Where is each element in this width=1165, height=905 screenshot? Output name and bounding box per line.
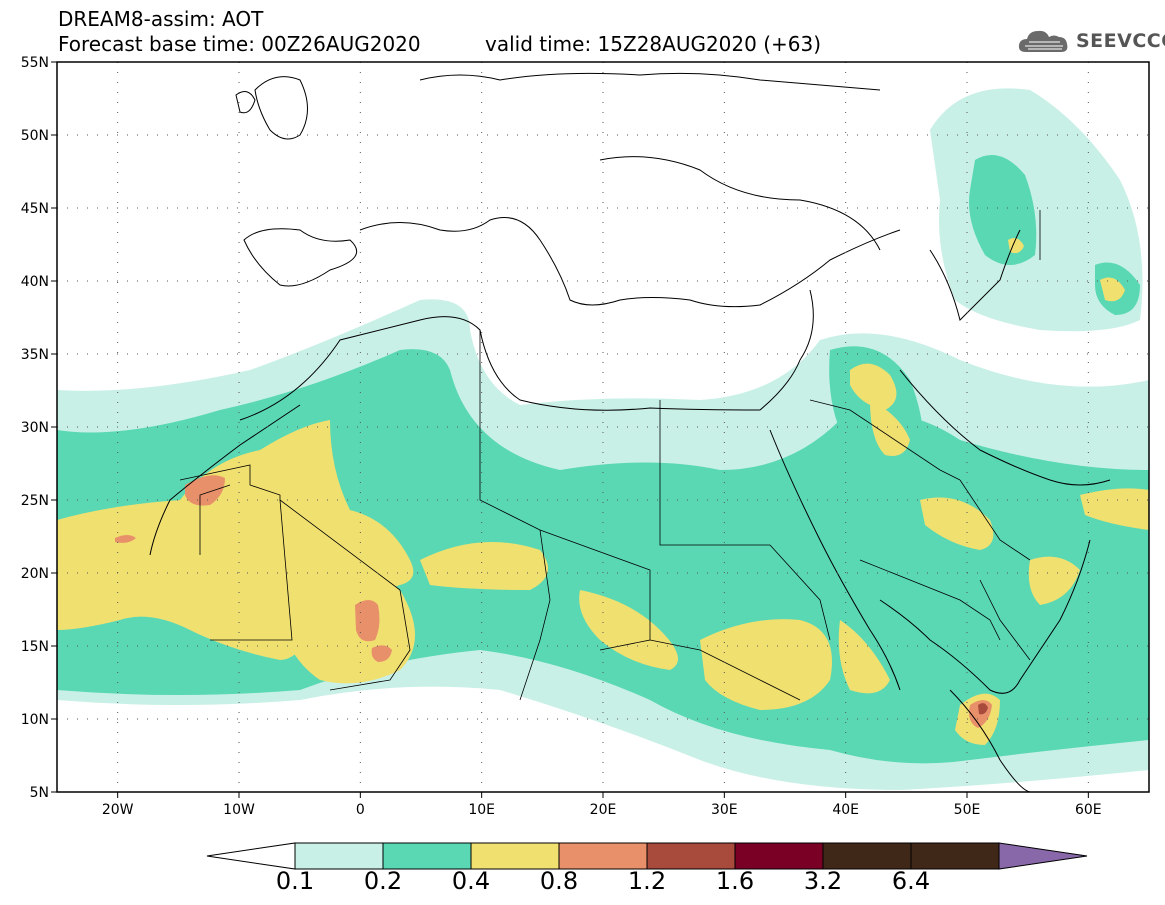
- map-title: DREAM8-assim: AOT: [58, 7, 264, 31]
- valid-time: valid time: 15Z28AUG2020 (+63): [485, 32, 822, 56]
- colorbar-label: 0.8: [539, 867, 579, 895]
- colorbar-boxes: [206, 842, 1088, 870]
- aot-level-0.4: [57, 238, 1149, 745]
- forecast-base-time: Forecast base time: 00Z26AUG2020: [58, 32, 421, 56]
- lat-label: 10N: [21, 712, 49, 728]
- cloud-icon: [1018, 30, 1068, 52]
- colorbar-label: 3.2: [803, 867, 843, 895]
- lon-label: 20W: [102, 802, 134, 818]
- colorbar-box: [294, 842, 384, 870]
- lat-label: 35N: [21, 347, 49, 363]
- colorbar-arrow-high: [998, 842, 1088, 870]
- lon-label: 10W: [223, 802, 255, 818]
- country-borders: [179, 210, 1041, 701]
- lat-label: 50N: [21, 128, 49, 144]
- map-gridlines: [57, 62, 1149, 792]
- lat-label: 40N: [21, 274, 49, 290]
- lon-label: 60E: [1075, 802, 1102, 818]
- aot-level-1.2: [978, 703, 988, 715]
- lon-labels: 20W 10W 0 10E 20E 30E 40E 50E 60E: [102, 802, 1102, 818]
- logo-text: SEEVCCC: [1076, 30, 1165, 52]
- lon-label: 30E: [711, 802, 738, 818]
- colorbar-box: [382, 842, 472, 870]
- coastlines: [149, 72, 1111, 792]
- colorbar-arrow-low: [206, 842, 296, 870]
- lat-label: 5N: [30, 785, 49, 801]
- colorbar-box: [822, 842, 912, 870]
- aot-contour-fields: [57, 88, 1149, 790]
- axis-ticks: [51, 61, 1089, 798]
- lat-label: 55N: [21, 55, 49, 71]
- lat-label: 45N: [21, 201, 49, 217]
- colorbar-label: 0.1: [275, 867, 315, 895]
- colorbar-box: [470, 842, 560, 870]
- lon-label: 10E: [468, 802, 495, 818]
- seevccc-logo: SEEVCCC: [1016, 24, 1165, 58]
- colorbar-label: 0.2: [363, 867, 403, 895]
- lon-label: 20E: [590, 802, 617, 818]
- lat-label: 25N: [21, 493, 49, 509]
- colorbar-label: 1.2: [627, 867, 667, 895]
- colorbar-box: [734, 842, 824, 870]
- colorbar-box: [558, 842, 648, 870]
- lat-label: 15N: [21, 639, 49, 655]
- colorbar-label: 6.4: [891, 867, 931, 895]
- lat-label: 20N: [21, 566, 49, 582]
- lat-label: 30N: [21, 420, 49, 436]
- colorbar-label: 0.4: [451, 867, 491, 895]
- colorbar-box: [646, 842, 736, 870]
- lon-label: 50E: [954, 802, 981, 818]
- lon-label: 40E: [832, 802, 859, 818]
- colorbar-box: [910, 842, 1000, 870]
- colorbar-label: 1.6: [715, 867, 755, 895]
- lat-labels: 55N 50N 45N 40N 35N 30N 25N 20N 15N 10N 5N: [21, 55, 49, 801]
- lon-label: 0: [356, 802, 365, 818]
